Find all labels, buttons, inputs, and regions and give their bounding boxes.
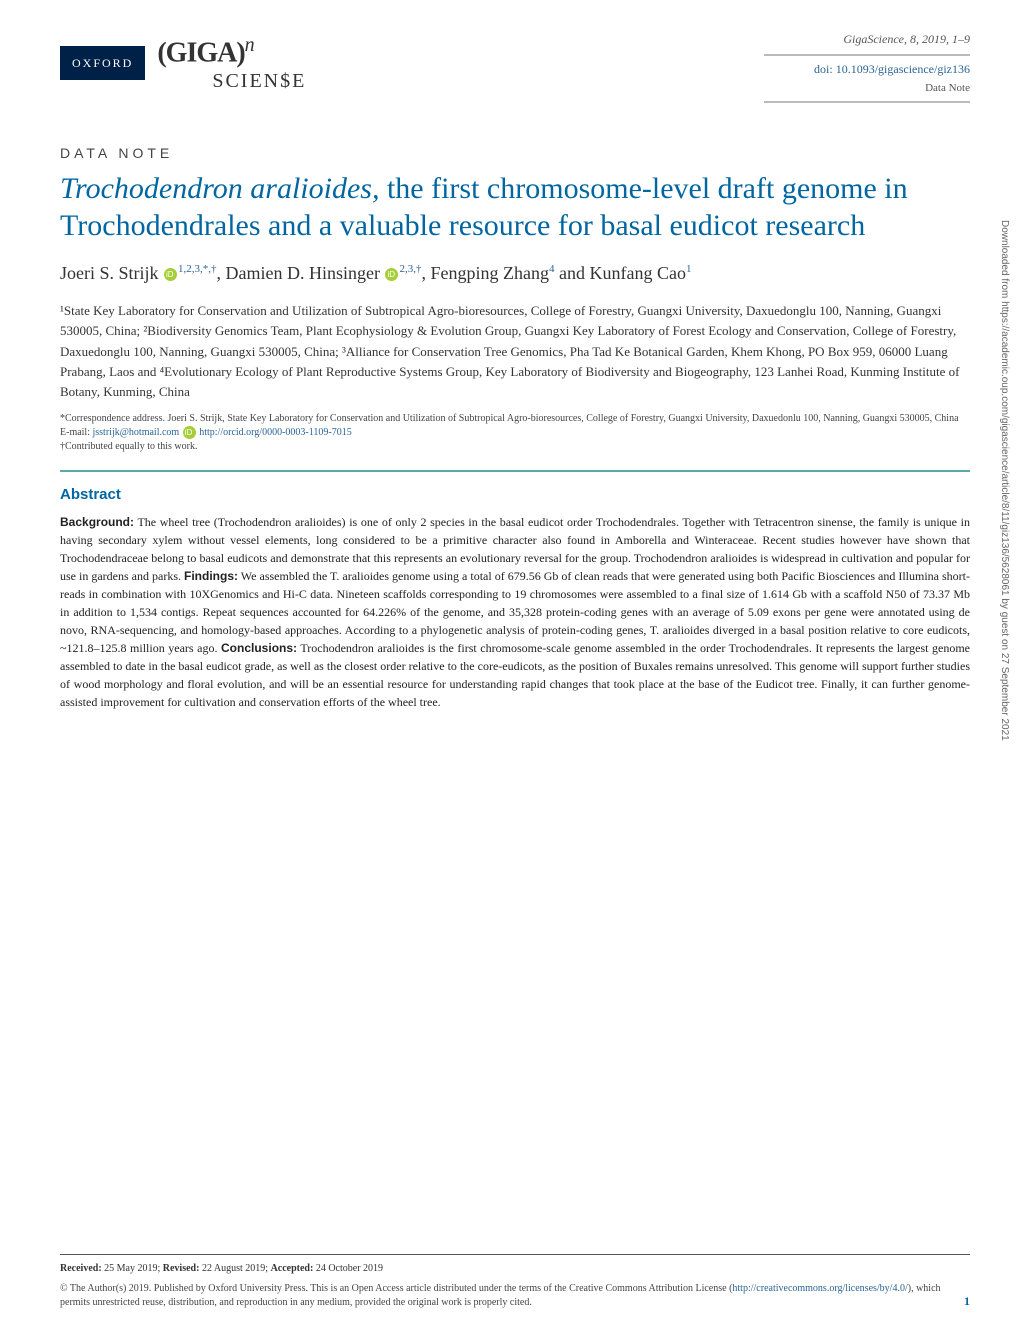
findings-label: Findings:	[184, 569, 238, 583]
correspondence-orcid-url[interactable]: http://orcid.org/0000-0003-1109-7015	[199, 427, 352, 438]
license-block: © The Author(s) 2019. Published by Oxfor…	[60, 1282, 970, 1310]
doi-block: doi: 10.1093/gigascience/giz136 Data Not…	[764, 54, 970, 103]
header-row: OXFORD (GIGA)n SCIEN$E GigaScience, 8, 2…	[60, 30, 970, 103]
article-dates: Received: 25 May 2019; Revised: 22 Augus…	[60, 1261, 970, 1276]
section-label: DATA NOTE	[60, 143, 970, 164]
background-label: Background:	[60, 515, 134, 529]
citation-line: GigaScience, 8, 2019, 1–9	[764, 30, 970, 48]
orcid-icon[interactable]	[183, 426, 196, 439]
oxford-logo: OXFORD	[60, 46, 145, 80]
received-date: 25 May 2019;	[102, 1263, 163, 1274]
author-1: Joeri S. Strijk	[60, 263, 159, 283]
accepted-date: 24 October 2019	[313, 1263, 383, 1274]
conclusions-label: Conclusions:	[221, 641, 297, 655]
author-2-aff: 2,3,†	[399, 263, 421, 275]
logo-block: OXFORD (GIGA)n SCIEN$E	[60, 30, 306, 96]
author-4-aff: 1	[686, 263, 692, 275]
footer: Received: 25 May 2019; Revised: 22 Augus…	[60, 1254, 970, 1310]
contribution-note: †Contributed equally to this work.	[60, 441, 198, 452]
revised-label: Revised:	[163, 1263, 200, 1274]
abstract-heading: Abstract	[60, 484, 970, 507]
affiliations: ¹State Key Laboratory for Conservation a…	[60, 301, 970, 402]
article-type: Data Note	[925, 82, 970, 94]
revised-date: 22 August 2019;	[199, 1263, 270, 1274]
author-3: Fengping Zhang	[430, 263, 549, 283]
license-url[interactable]: http://creativecommons.org/licenses/by/4…	[732, 1283, 907, 1294]
teal-divider	[60, 470, 970, 472]
author-3-aff: 4	[549, 263, 555, 275]
page-number: 1	[964, 1292, 970, 1310]
author-2: Damien D. Hinsinger	[226, 263, 380, 283]
received-label: Received:	[60, 1263, 102, 1274]
gigascience-logo: (GIGA)n SCIEN$E	[157, 30, 306, 96]
footer-rule	[60, 1254, 970, 1255]
abstract-body: Background: The wheel tree (Trochodendro…	[60, 513, 970, 711]
orcid-icon[interactable]	[385, 268, 398, 281]
article-title: Trochodendron aralioides, the first chro…	[60, 170, 970, 245]
author-1-aff: 1,2,3,*,†	[178, 263, 217, 275]
download-sidebar-text: Downloaded from https://academic.oup.com…	[997, 220, 1012, 741]
orcid-icon[interactable]	[164, 268, 177, 281]
correspondence-email[interactable]: jsstrijk@hotmail.com	[93, 427, 180, 438]
license-text-pre: © The Author(s) 2019. Published by Oxfor…	[60, 1283, 732, 1294]
author-list: Joeri S. Strijk 1,2,3,*,†, Damien D. Hin…	[60, 259, 970, 288]
doi-link[interactable]: doi: 10.1093/gigascience/giz136	[814, 62, 970, 76]
correspondence-block: *Correspondence address. Joeri S. Strijk…	[60, 412, 970, 454]
accepted-label: Accepted:	[271, 1263, 314, 1274]
journal-meta: GigaScience, 8, 2019, 1–9 doi: 10.1093/g…	[764, 30, 970, 103]
author-4: Kunfang Cao	[589, 263, 685, 283]
